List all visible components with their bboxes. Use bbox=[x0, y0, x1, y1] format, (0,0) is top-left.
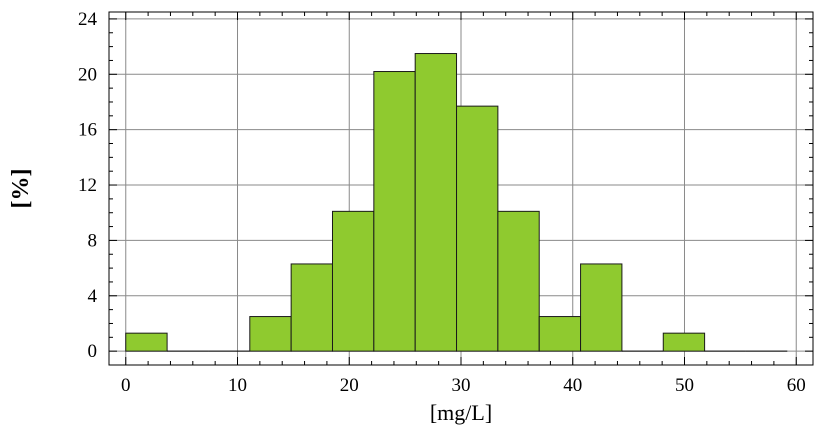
y-tick-label: 8 bbox=[88, 230, 98, 251]
y-tick-label: 16 bbox=[78, 120, 97, 141]
x-tick-label: 10 bbox=[228, 375, 247, 396]
histogram-bar bbox=[662, 332, 706, 352]
x-tick-label: 50 bbox=[675, 375, 694, 396]
histogram-bar bbox=[125, 332, 168, 352]
y-axis-label: [%] bbox=[8, 169, 34, 209]
histogram-bar bbox=[373, 71, 416, 352]
x-tick-label: 20 bbox=[340, 375, 359, 396]
y-tick-label: 24 bbox=[78, 9, 98, 30]
y-tick-label: 20 bbox=[78, 64, 97, 85]
x-tick-label: 30 bbox=[452, 375, 471, 396]
histogram-bar bbox=[290, 263, 333, 352]
x-axis-label: [mg/L] bbox=[430, 400, 492, 425]
histogram-bar bbox=[538, 316, 582, 352]
x-tick-label: 40 bbox=[563, 375, 582, 396]
histogram-bar bbox=[497, 210, 540, 352]
x-tick-label: 60 bbox=[787, 375, 806, 396]
y-tick-label: 12 bbox=[78, 175, 97, 196]
histogram-bar bbox=[580, 263, 623, 352]
x-tick-label: 0 bbox=[121, 375, 131, 396]
y-tick-label: 4 bbox=[88, 286, 98, 307]
y-tick-label: 0 bbox=[88, 341, 98, 362]
bars bbox=[125, 53, 788, 352]
histogram-bar bbox=[249, 316, 292, 352]
histogram-bar bbox=[414, 53, 458, 352]
histogram-bar bbox=[456, 105, 499, 352]
axis-ticks: 0 10 20 30 40 50 60 0 4 8 12 16 20 24 bbox=[78, 9, 813, 396]
histogram-bar bbox=[331, 210, 375, 352]
